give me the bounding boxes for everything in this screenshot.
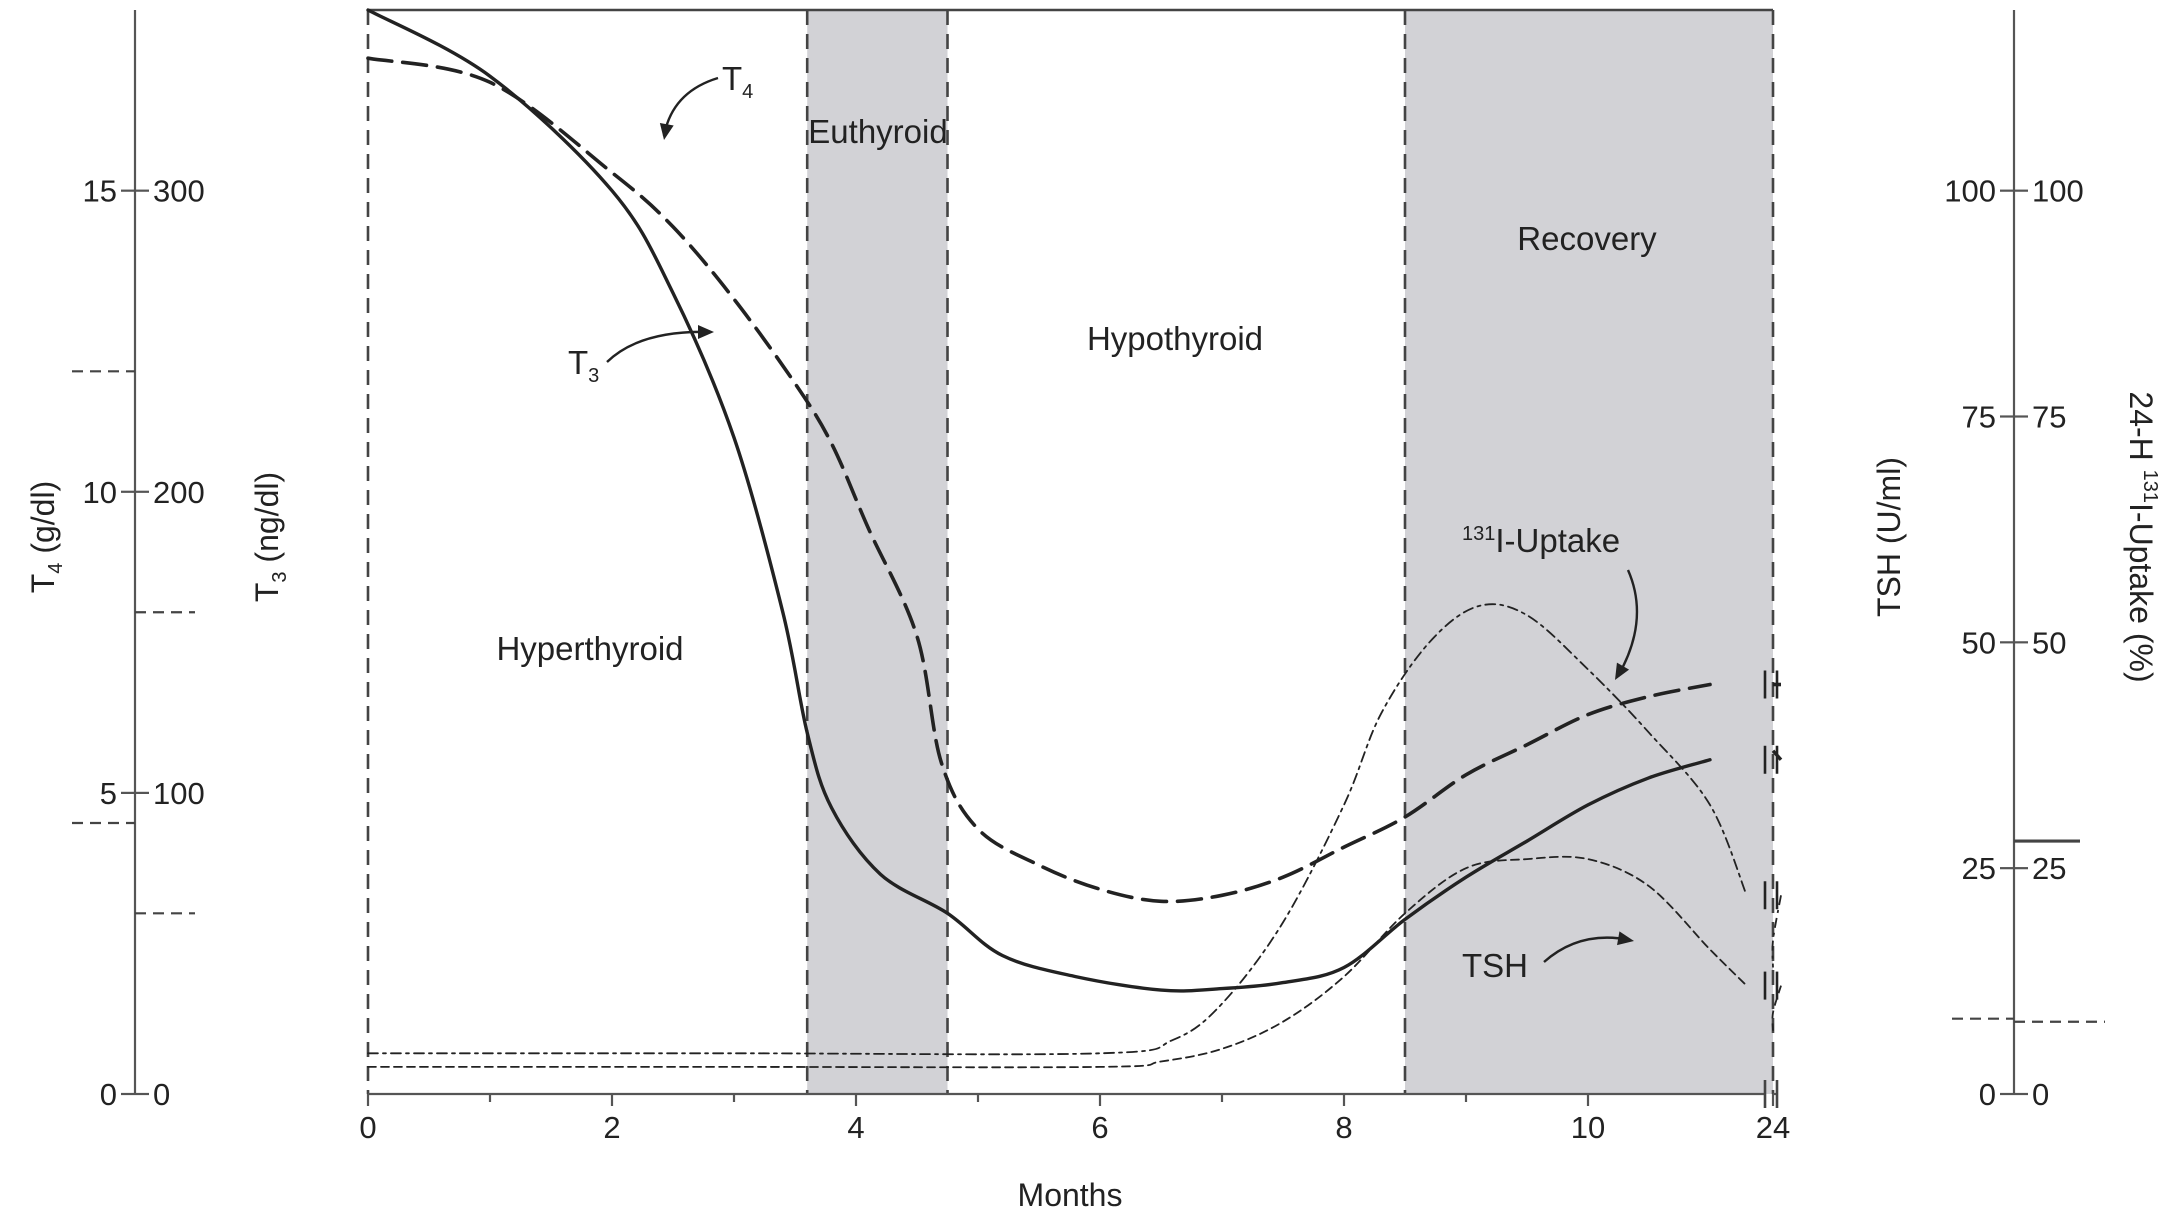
tsh-tick-label: 100 [1944,174,1996,209]
x-tick-label: 6 [1091,1110,1108,1145]
uptake-axis-title-part: 131 [2139,470,2161,503]
tsh-label-arrow-head [1617,931,1634,946]
t4-tick-label: 5 [100,776,117,811]
uptake-series-label: 131I-Uptake [1462,522,1620,559]
tsh-axis-title: TSH (U/ml) [1871,457,1907,617]
uptake-tick-label: 0 [2032,1077,2049,1112]
t4-axis-title-part: T [25,574,61,594]
uptake-axis-title: 24-H 131I-Uptake (%) [2123,391,2161,682]
tsh-tick-label: 25 [1962,851,1996,886]
tsh-tick-label: 0 [1979,1077,1996,1112]
phase-band-euthyroid [807,10,948,1094]
uptake-tick-label: 50 [2032,625,2066,660]
x-tick-label: 8 [1335,1110,1352,1145]
x-tick-label: 0 [359,1110,376,1145]
tsh-tick-label: 50 [1962,625,1996,660]
phase-label-hyperthyroid: Hyperthyroid [496,630,683,667]
x-tick-label: 24 [1756,1110,1790,1145]
t3-series-label: T3 [568,344,599,387]
series-131i-uptake-line [367,603,1748,1056]
t4-tick-label: 0 [100,1077,117,1112]
t3-axis-title-part: 3 [269,571,291,582]
uptake-tick-label: 75 [2032,400,2066,435]
series-tsh-line-tail [1771,985,1782,1031]
phase-label-recovery: Recovery [1517,220,1657,257]
t3-axis-title-part: (ng/dl) [249,472,285,572]
uptake-label-arrow-head [1615,662,1630,680]
x-tick-label: 10 [1571,1110,1605,1145]
t4-axis-title: T4 (g/dl) [25,481,67,593]
phase-bands [807,10,1773,1094]
t3-label-arrow-head [698,325,714,339]
series-lines [366,8,1783,1069]
uptake-label-arrow [1616,569,1639,677]
tsh-series-label: TSH [1462,947,1528,984]
annotations: Hyperthyroid Euthyroid Hypothyroid Recovery… [496,60,1657,984]
plot-frame [366,8,1775,1094]
x-axis-title: Months [1018,1177,1123,1213]
t4-label-arrow-head [659,123,674,140]
t3-tick-label: 300 [153,174,205,209]
t3-label-arrow [606,330,711,363]
t4-tick-label: 15 [83,174,117,209]
t4-tick-label: 10 [83,475,117,510]
t4-series-label-main: T [722,60,742,97]
uptake-tick-label: 25 [2032,851,2066,886]
tsh-axis-title-part: TSH (U/ml) [1871,457,1907,617]
t4-series-label: T4 [722,60,753,103]
t4-axis-title-part: 4 [45,563,67,574]
uptake-tick-label: 100 [2032,174,2084,209]
t3-tick-label: 0 [153,1077,170,1112]
uptake-axis-title-part: I-Uptake (%) [2123,503,2159,683]
uptake-series-label-rest: I-Uptake [1495,522,1620,559]
phase-label-euthyroid: Euthyroid [808,113,947,150]
t3-tick-label: 200 [153,475,205,510]
t3-axis-title-part: T [249,583,285,603]
tsh-tick-label: 75 [1962,400,1996,435]
t3-series-label-main: T [568,344,588,381]
series-tsh-line [367,855,1748,1069]
t3-axis-title: T3 (ng/dl) [249,472,291,602]
t3-series-label-sub: 3 [588,365,599,387]
uptake-series-label-sup: 131 [1462,523,1495,545]
t3-tick-label: 100 [153,776,205,811]
uptake-axis-title-part: 24-H [2123,391,2159,469]
phase-band-recovery [1405,10,1773,1094]
phase-label-hypothyroid: Hypothyroid [1087,320,1263,357]
t4-series-label-sub: 4 [742,81,753,103]
t4-axis-title-part: (g/dl) [25,481,61,563]
x-tick-label: 4 [847,1110,864,1145]
series-t4-line [366,56,1712,904]
x-tick-label: 2 [603,1110,620,1145]
tsh-series-label-main: TSH [1462,947,1528,984]
series-t3-line [366,8,1712,993]
